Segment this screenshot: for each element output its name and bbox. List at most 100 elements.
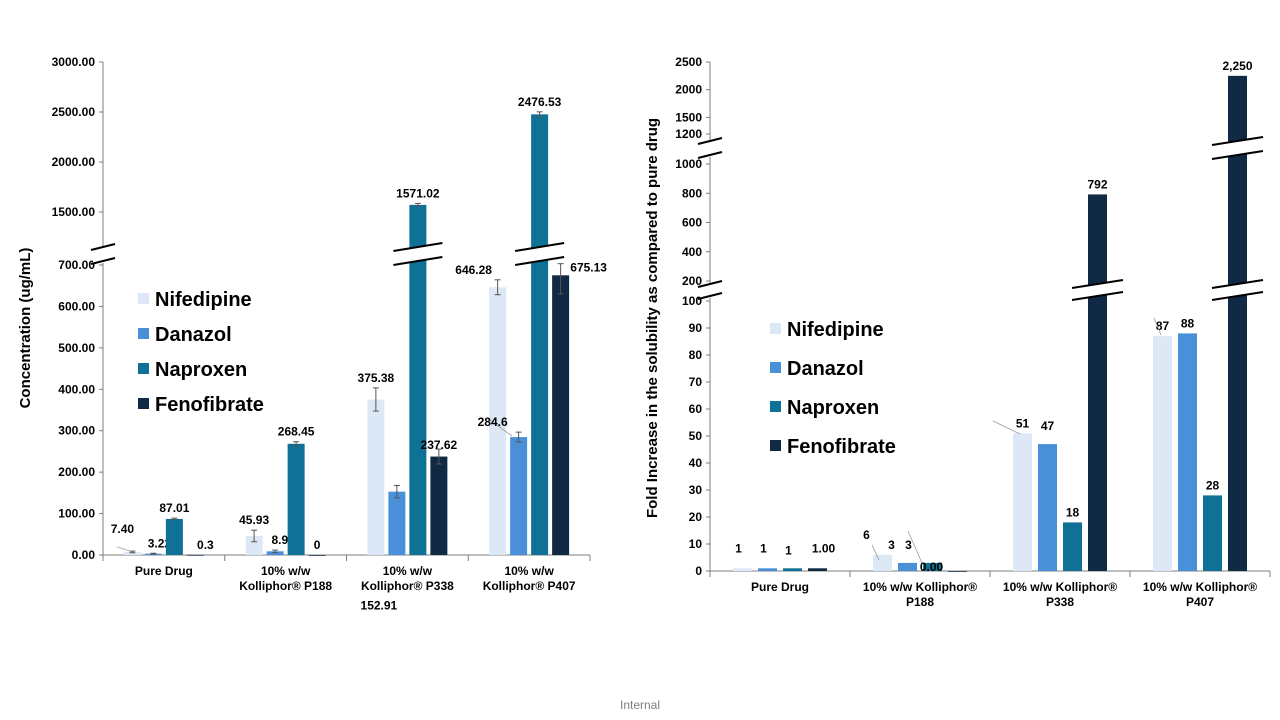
data-label: 1.00 [812,541,836,555]
y-tick-label: 2500 [675,55,702,69]
y-tick-label: 100 [682,294,702,308]
data-label: 675.13 [570,261,607,275]
y-tick-label: 600.00 [58,299,95,313]
bar-naproxen [923,562,942,571]
x-tick-label: 10% w/w Kolliphor® [1143,580,1257,594]
bar-naproxen [287,443,305,555]
data-label: 18 [1066,505,1080,519]
data-label: 7.40 [111,522,135,536]
y-tick-label: 50 [689,429,703,443]
legend-swatch-naproxen [770,401,781,412]
axis-break-mark [90,243,116,251]
y-tick-label: 1000 [675,157,702,171]
data-label: 152.91 [361,598,398,612]
axis-break-mark [697,292,723,300]
legend-label-danazol: Danazol [787,358,864,380]
leader-line [871,544,880,561]
legend-swatch-fenofibrate [138,398,149,409]
data-label: 2,250 [1222,59,1252,73]
bar-break-mark [1071,291,1124,301]
data-label: 87.01 [159,501,189,515]
legend-label-danazol: Danazol [155,324,232,346]
x-tick-label: Kolliphor® P338 [361,579,454,593]
legend-label-fenofibrate: Fenofibrate [155,394,264,416]
legend-label-naproxen: Naproxen [787,397,879,419]
y-tick-label: 3000.00 [52,55,96,69]
bar-fenofibrate [308,555,326,556]
bar-break-gap [1072,280,1123,300]
bar-naproxen [165,518,183,555]
bar-fenofibrate [186,554,204,556]
y-tick-label: 1500 [675,110,702,124]
leader-line [907,530,923,564]
y-tick-label: 200 [682,274,702,288]
axis-break-mark [697,151,723,159]
bar-nifedipine [1153,336,1172,571]
y-tick-label: 2500.00 [52,105,96,119]
data-label: 2476.53 [518,95,562,109]
x-tick-label: Kolliphor® P188 [239,579,332,593]
x-tick-label: Pure Drug [135,564,193,578]
y-tick-label: 500.00 [58,341,95,355]
data-label: 792 [1087,177,1107,191]
bar-danazol [1038,444,1057,571]
y-tick-label: 100.00 [58,507,95,521]
bar-danazol [388,491,406,555]
bar-break-mark [393,242,443,252]
data-label: 3.22 [148,536,172,550]
fold-increase-chart: 0102030405060708090100200400600800100012… [644,55,1271,609]
bar-break-gap [515,243,565,265]
y-tick-label: 0.00 [72,548,96,562]
leader-line [992,420,1021,435]
legend-swatch-nifedipine [138,293,149,304]
data-label: 6 [863,528,870,542]
bar-break-mark [1071,279,1124,289]
y-tick-label: 700.00 [58,258,95,272]
y-tick-label: 40 [689,456,703,470]
x-tick-label: 10% w/w [504,564,554,578]
legend-swatch-naproxen [138,363,149,374]
bar-nifedipine [733,568,752,571]
x-tick-label: Pure Drug [751,580,809,594]
legend-swatch-danazol [138,328,149,339]
bar-nifedipine [489,287,507,555]
footer-label: Internal [619,698,661,712]
bar-naproxen [409,204,427,555]
bar-naproxen [531,114,549,556]
x-tick-label: 10% w/w [383,564,433,578]
x-tick-label: P188 [906,595,934,609]
legend-label-fenofibrate: Fenofibrate [787,436,896,458]
axis-break-mark [697,280,723,288]
y-tick-label: 2000.00 [52,155,96,169]
data-label: 88 [1181,316,1195,330]
bar-break-gap [1212,280,1263,300]
x-tick-label: P338 [1046,595,1074,609]
y-tick-label: 400.00 [58,382,95,396]
y-tick-label: 400 [682,245,702,259]
data-label: 28 [1206,478,1220,492]
bar-fenofibrate [1228,75,1247,571]
x-tick-label: 10% w/w Kolliphor® [1003,580,1117,594]
data-label: 237.62 [421,438,458,452]
y-tick-label: 10 [689,537,703,551]
y-tick-label: 90 [689,321,703,335]
data-label: 268.45 [278,425,315,439]
x-tick-label: 10% w/w Kolliphor® [863,580,977,594]
data-label: 1 [785,543,792,557]
bar-danazol [510,437,528,555]
y-tick-label: 600 [682,216,702,230]
y-tick-label: 30 [689,483,703,497]
bar-naproxen [1063,522,1082,571]
axis-break-mark [90,257,116,265]
bar-naproxen [1203,495,1222,571]
bar-danazol [1178,333,1197,571]
leader-line [1153,317,1162,336]
y-tick-label: 0 [695,564,702,578]
bar-fenofibrate [948,571,967,572]
bar-danazol [758,568,777,571]
y-axis-title: Concentration (ug/mL) [17,248,34,409]
bar-break-mark [393,256,443,266]
data-label: 87 [1156,319,1170,333]
bar-nifedipine [123,551,141,555]
bar-fenofibrate [808,568,827,571]
